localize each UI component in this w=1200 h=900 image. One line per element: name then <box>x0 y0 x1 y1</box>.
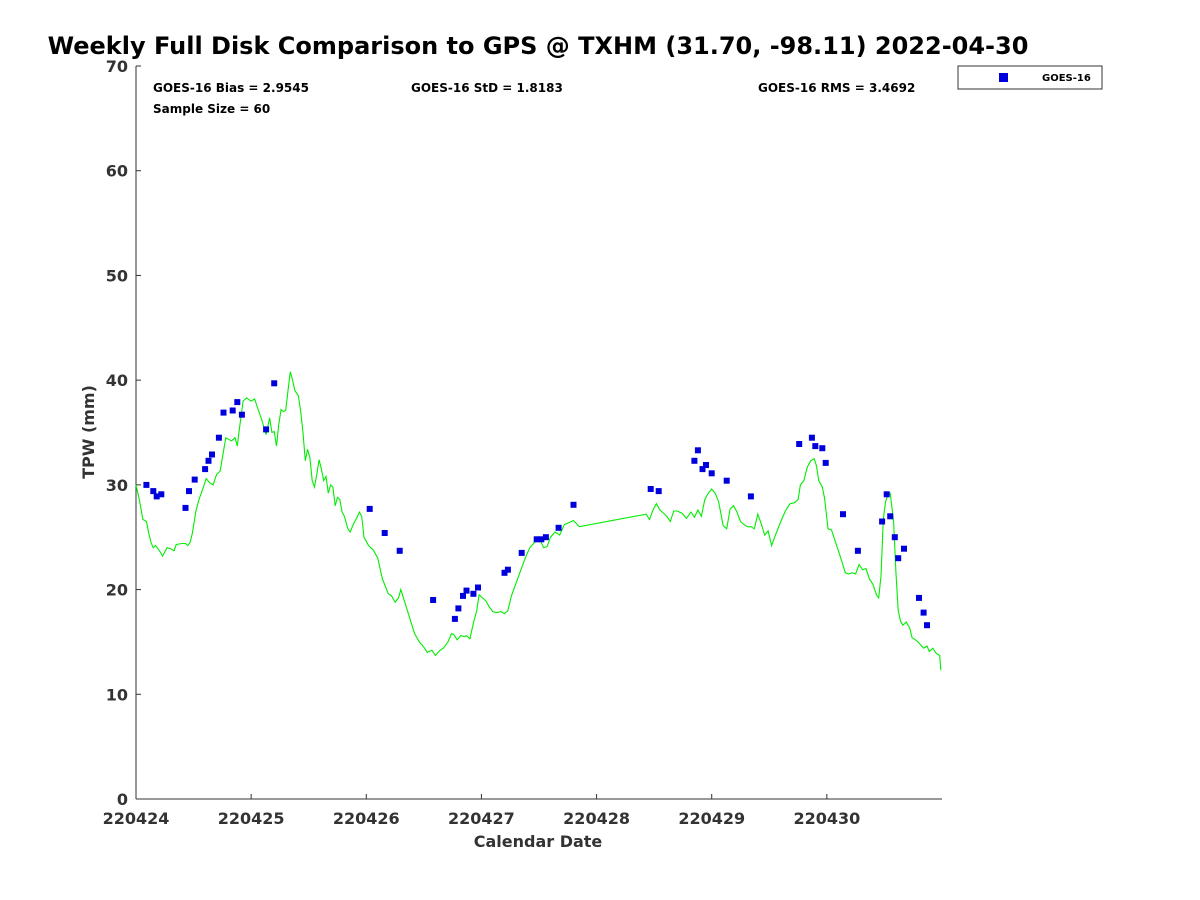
y-ticks: 0 10 20 30 40 50 60 70 <box>106 57 141 809</box>
goes-16-point <box>238 411 245 418</box>
goes-16-point <box>703 462 709 468</box>
goes-16-point <box>647 486 654 492</box>
plot-frame <box>136 66 942 799</box>
goes-16-point <box>381 530 388 536</box>
goes-16-point <box>182 504 189 511</box>
y-tick-label: 0 <box>117 790 128 809</box>
goes-16-point <box>808 434 815 441</box>
goes-16-point <box>150 488 157 495</box>
goes-16-point <box>694 447 701 454</box>
goes-16-point <box>470 590 477 597</box>
goes-16-point <box>504 566 511 573</box>
goes-16-point <box>916 594 922 601</box>
y-tick-label: 20 <box>106 581 128 600</box>
y-tick-label: 60 <box>106 162 128 181</box>
goes-16-point <box>205 457 212 464</box>
goes-16-point <box>463 587 470 594</box>
goes-16-point <box>451 615 458 622</box>
legend: GOES-16 <box>957 65 1103 90</box>
x-tick-label: 220429 <box>678 809 745 828</box>
goes-16-point <box>655 488 662 495</box>
goes-16-point <box>542 534 549 541</box>
goes-16-point <box>186 488 192 495</box>
y-tick-label: 40 <box>106 371 128 390</box>
legend-label: GOES-16 <box>1042 73 1091 84</box>
goes-16-point <box>271 380 278 387</box>
goes-16-point <box>924 622 930 629</box>
bias-stat: GOES-16 Bias = 2.9545 <box>153 81 309 95</box>
goes-16-point <box>920 609 927 616</box>
goes-16-point <box>883 491 890 498</box>
goes-16-point <box>263 426 270 433</box>
chart-title: Weekly Full Disk Comparison to GPS @ TXH… <box>48 32 1029 60</box>
goes-16-point <box>901 545 907 552</box>
y-axis-label: TPW (mm) <box>79 385 98 479</box>
goes-16-point <box>215 434 222 441</box>
goes-16-point <box>538 536 545 543</box>
goes-16-point <box>460 592 466 599</box>
goes-16-series <box>143 380 930 629</box>
goes-16-point <box>555 524 562 531</box>
goes-16-point <box>822 459 829 466</box>
goes-16-point <box>533 536 540 543</box>
goes-16-point <box>209 451 215 458</box>
goes-16-point <box>895 555 902 562</box>
goes-16-point <box>570 501 577 508</box>
legend-marker <box>999 73 1008 82</box>
goes-16-point <box>518 549 525 556</box>
gps-series <box>135 371 942 671</box>
goes-16-point <box>158 491 165 498</box>
goes-16-point <box>854 547 861 554</box>
goes-16-point <box>191 476 198 483</box>
goes-16-point <box>699 466 706 473</box>
y-tick-label: 70 <box>106 57 128 76</box>
goes-16-point <box>501 569 508 576</box>
goes-16-point <box>691 457 698 464</box>
goes-16-point <box>153 493 160 500</box>
goes-16-point <box>887 513 894 520</box>
goes-16-point <box>812 443 819 450</box>
goes-16-point <box>475 584 481 591</box>
legend-box <box>957 65 1103 90</box>
goes-16-point <box>366 505 373 512</box>
x-tick-label: 220426 <box>333 809 400 828</box>
goes-16-point <box>220 409 227 416</box>
gps-line <box>135 371 942 671</box>
x-ticks: 220424 220425 220426 220427 220428 220429 2204… <box>103 794 860 828</box>
goes-16-point <box>796 441 803 447</box>
sample-size-stat: Sample Size = 60 <box>153 102 270 116</box>
y-tick-label: 30 <box>106 476 128 495</box>
x-tick-label: 220427 <box>448 809 515 828</box>
goes-16-point <box>891 534 898 541</box>
y-tick-label: 10 <box>106 685 128 704</box>
goes-16-point <box>708 470 715 477</box>
goes-16-point <box>879 518 886 525</box>
x-axis-label: Calendar Date <box>474 832 603 851</box>
goes-16-point <box>234 399 241 406</box>
rms-stat: GOES-16 RMS = 3.4692 <box>758 81 915 95</box>
goes-16-point <box>840 511 846 518</box>
std-stat: GOES-16 StD = 1.8183 <box>411 81 563 95</box>
goes-16-point <box>202 466 209 473</box>
goes-16-point <box>396 547 403 554</box>
goes-16-point <box>455 605 462 612</box>
y-tick-label: 50 <box>106 266 128 285</box>
x-tick-label: 220428 <box>563 809 630 828</box>
goes-16-point <box>229 407 236 414</box>
x-tick-label: 220424 <box>103 809 170 828</box>
goes-16-point <box>430 597 437 603</box>
x-tick-label: 220425 <box>218 809 285 828</box>
goes-16-point <box>819 445 826 452</box>
goes-16-point <box>143 481 150 488</box>
goes-16-point <box>747 493 754 500</box>
x-tick-label: 220430 <box>793 809 860 828</box>
goes-16-point <box>723 477 730 484</box>
